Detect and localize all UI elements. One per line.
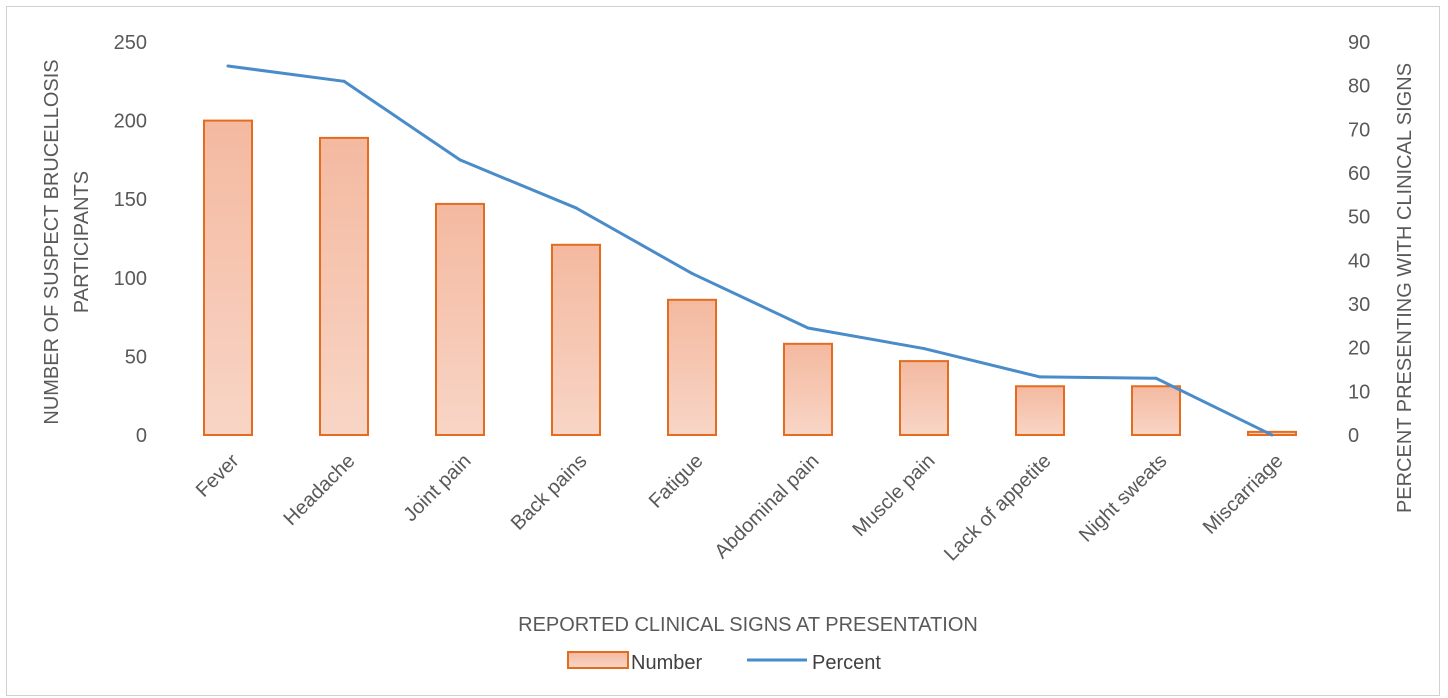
bar-abdominal-pain [783,342,833,437]
left-tick-label: 250 [114,32,147,54]
bar-back-pains [551,243,601,436]
x-axis-title: REPORTED CLINICAL SIGNS AT PRESENTATION [518,614,978,636]
bar-night-sweats [1131,385,1181,437]
line-series [226,64,1274,437]
percent-point [806,326,810,330]
y-axis-title-left-line-1: NUMBER OF SUSPECT BRUCELLOSIS [41,59,63,424]
bar-lack-of-appetite [1015,385,1065,437]
bar-fever [203,119,253,436]
x-tick-label: Muscle pain [849,450,940,541]
bar-fatigue [667,298,717,437]
x-tick-label: Lack of appetite [940,450,1055,565]
right-tick-label: 50 [1348,207,1370,229]
percent-point [922,347,926,351]
left-tick-label: 0 [136,425,147,447]
x-tick-label: Headache [279,450,359,530]
left-tick-label: 50 [125,346,147,368]
percent-point [1038,375,1042,379]
x-tick-label: Miscarriage [1199,450,1288,539]
x-tick-label: Back pains [507,450,592,535]
left-axis-ticks: 0 50 100 150 200 250 [114,32,147,447]
right-axis-ticks: 0 10 20 30 40 50 60 70 80 90 [1348,32,1370,447]
right-tick-label: 60 [1348,163,1370,185]
legend-label-percent: Percent [812,652,881,674]
bar-series [203,119,1297,437]
percent-line [227,64,1273,437]
right-tick-label: 70 [1348,119,1370,141]
legend-swatch-number [567,651,629,669]
percent-point [226,64,230,68]
legend: Number Percent [567,651,881,674]
x-tick-label: Night sweats [1075,450,1172,547]
legend-label-number: Number [631,652,702,674]
percent-point [1154,376,1158,380]
x-tick-label: Abdominal pain [710,450,823,563]
percent-point [690,271,694,275]
right-tick-label: 20 [1348,338,1370,360]
right-tick-label: 10 [1348,381,1370,403]
x-tick-label: Fatigue [645,450,708,513]
y-axis-title-left: NUMBER OF SUSPECT BRUCELLOSIS [41,59,63,424]
right-tick-label: 0 [1348,425,1359,447]
percent-point [574,206,578,210]
left-tick-label: 200 [114,111,147,133]
percent-point [458,158,462,162]
x-tick-label: Joint pain [399,450,475,526]
y-axis-title-left-2: PARTICIPANTS [71,171,93,313]
bar-headache [319,136,369,436]
percent-point [1270,433,1274,437]
y-axis-title-right: PERCENT PRESENTING WITH CLINICAL SIGNS [1394,63,1416,513]
bar-joint-pain [435,202,485,436]
percent-point [342,79,346,83]
right-tick-label: 80 [1348,76,1370,98]
x-tick-label: Fever [192,450,244,502]
right-tick-label: 90 [1348,32,1370,54]
right-tick-label: 40 [1348,250,1370,272]
bar-muscle-pain [899,360,949,436]
left-tick-label: 100 [114,268,147,290]
left-tick-label: 150 [114,189,147,211]
y-axis-title-left-line-2: PARTICIPANTS [71,171,93,313]
x-axis-ticks: Fever Headache Joint pain Back pains Fatigue… [192,450,1288,566]
right-tick-label: 30 [1348,294,1370,316]
